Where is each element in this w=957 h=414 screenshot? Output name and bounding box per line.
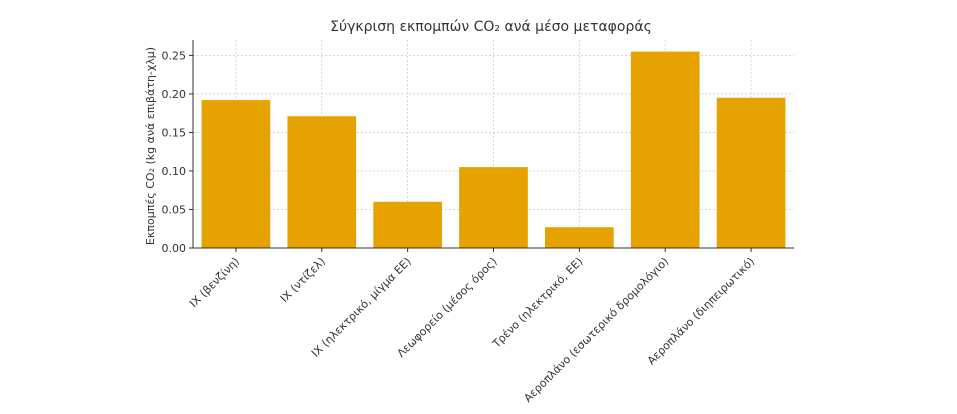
y-tick-label: 0.25 — [162, 49, 187, 62]
y-tick-label: 0.10 — [162, 165, 187, 178]
x-tick-label: Αεροπλάνο (εσωτερικό δρομολόγιο) — [521, 255, 671, 405]
x-tick-label: Λεωφορείο (μέσος όρος) — [395, 255, 500, 360]
x-ticks: ΙΧ (βενζίνη) ΙΧ (ντίζελ)ΙΧ (ηλεκτρικό, μί… — [187, 248, 757, 405]
bar — [716, 97, 786, 249]
y-tick-label: 0.05 — [162, 203, 187, 216]
x-tick-label: ΙΧ (βενζίνη) — [187, 255, 242, 310]
bar — [630, 51, 700, 248]
y-tick-label: 0.00 — [162, 242, 187, 255]
x-tick-label: ΙΧ (ηλεκτρικό, μίγμα ΕΕ) — [309, 255, 414, 360]
y-axis-label: Εκπομπές CO₂ (kg ανά επιβάτη-χλμ) — [144, 47, 157, 245]
y-tick-label: 0.20 — [162, 88, 187, 101]
y-ticks: 0.00 0.05 0.10 0.15 0.20 0.25 — [162, 49, 193, 255]
bars — [201, 51, 786, 249]
bar — [287, 116, 357, 249]
y-tick-label: 0.15 — [162, 126, 187, 139]
bar — [201, 100, 271, 248]
chart-title: Σύγκριση εκπομπών CO₂ ανά μέσο μεταφοράς — [330, 19, 652, 35]
bar — [373, 201, 442, 248]
x-tick-label: ΙΧ (ντίζελ) — [278, 255, 328, 305]
bar — [459, 167, 528, 248]
bar — [545, 227, 614, 248]
x-tick-label: Τρένο (ηλεκτρικό, ΕΕ) — [489, 255, 585, 351]
